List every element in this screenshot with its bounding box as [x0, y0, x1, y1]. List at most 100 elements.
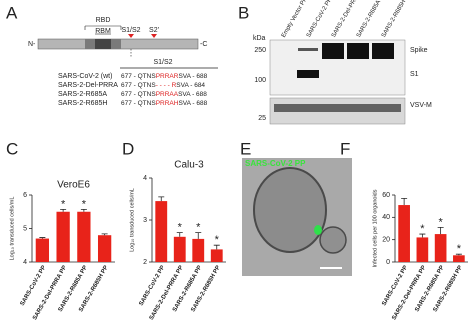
sequence-part: 677 - QTNS — [121, 100, 156, 107]
y-tick-label: 60 — [382, 192, 390, 199]
error-bar — [455, 253, 462, 256]
marker: 250 — [254, 47, 266, 54]
error-bar — [195, 232, 202, 239]
bar — [77, 211, 91, 262]
chart-title: Calu-3 — [174, 160, 204, 171]
y-axis-label: Log₁₀ transduced cells/mL — [129, 188, 135, 252]
row-sequence: 677 - QTNS- - - - RSVA - 684 — [121, 82, 205, 89]
significance: * — [82, 198, 87, 210]
rbd-bracket — [84, 25, 122, 30]
sequence-part: 677 - QTNS — [121, 73, 156, 80]
band-label: Spike — [410, 47, 428, 54]
micrograph: SARS-CoV-2 PP — [242, 158, 352, 276]
error-bar — [437, 226, 444, 235]
row-sequence: 677 - QTNSPRRARSVA - 688 — [121, 73, 208, 80]
band — [297, 70, 319, 78]
sequence-part: SVA - 688 — [178, 91, 207, 98]
infected-cell — [314, 225, 322, 235]
panel-letter: C — [6, 139, 18, 158]
arrowhead — [128, 34, 134, 38]
organoid — [253, 167, 327, 253]
arrowhead — [151, 34, 157, 38]
sequence-part: PRRAR — [156, 73, 179, 80]
sequence-part: - - - - R — [156, 82, 177, 89]
bar — [434, 234, 447, 262]
y-tick-label: 20 — [382, 237, 390, 244]
y-tick-label: 4 — [23, 259, 27, 266]
bar — [56, 211, 70, 262]
western-blot: kDa 250 100 25 Spike S1 VSV-M — [253, 35, 432, 125]
marker: 100 — [254, 77, 266, 84]
y-axis-label: Infected cells per 100 organoids — [372, 189, 378, 267]
chart-title: VeroE6 — [57, 180, 90, 191]
row-name: SARS-2-R685H — [58, 100, 107, 107]
bar — [97, 235, 112, 262]
bar — [398, 205, 410, 262]
bar — [155, 201, 168, 262]
lane-label: SARS-2-R685H PP — [381, 0, 412, 39]
band — [298, 48, 318, 51]
significance: * — [457, 243, 462, 255]
band-label: S1 — [410, 71, 419, 78]
bar — [416, 237, 429, 262]
rbm-region — [95, 39, 111, 49]
error-bar — [101, 233, 108, 236]
band-label: VSV-M — [410, 102, 432, 109]
y-tick-label: 4 — [143, 175, 147, 182]
significance: * — [61, 198, 66, 210]
schematic: N- -C RBD RBM S1/S2 S2' S1/S2 — [28, 17, 218, 69]
lane-label: Empty Vector PP — [281, 0, 309, 39]
panel-letter: A — [6, 3, 18, 22]
row-name: SARS-CoV-2 (wt) — [58, 73, 112, 80]
significance: * — [196, 222, 201, 234]
error-bar — [401, 197, 408, 206]
sequence-part: PRRAH — [156, 100, 179, 107]
band — [372, 43, 394, 59]
rbm-label: RBM — [95, 28, 111, 35]
sequence-part: SVA - 688 — [178, 100, 207, 107]
error-bar — [39, 237, 46, 239]
x-tick-label: SARS-2-Del-PRRA PP — [149, 265, 185, 322]
charts: VeroE6 Log₁₀ transduced cells/mL 4 5 6 SARS-C… — [9, 160, 468, 322]
significance: * — [438, 216, 443, 228]
sequence-part: SVA - 684 — [176, 82, 205, 89]
n-term: N- — [28, 41, 36, 48]
sequence-part: 677 - QTNS — [121, 91, 156, 98]
row-name: SARS-2-R685A — [58, 91, 107, 98]
row-sequence: 677 - QTNSPRRAHSVA - 688 — [121, 100, 208, 107]
lane-label: SARS-CoV-2 PP — [306, 0, 334, 39]
sequence-part: PRRAA — [156, 91, 179, 98]
sequence-table: SARS-CoV-2 (wt) 677 - QTNSPRRARSVA - 688S… — [58, 73, 208, 107]
panel-letter: F — [340, 139, 350, 158]
x-tick-label: SARS-2-Del-PRRA PP — [391, 265, 427, 322]
bar — [192, 238, 205, 262]
s1s2-label: S1/S2 — [121, 27, 140, 34]
bar — [173, 236, 186, 262]
bar — [453, 255, 465, 262]
band — [322, 43, 344, 59]
table-header: S1/S2 — [153, 59, 172, 66]
error-bar — [158, 196, 165, 202]
bar — [210, 249, 223, 262]
error-bar — [176, 232, 183, 237]
error-bar — [419, 233, 426, 238]
y-tick-label: 0 — [386, 259, 390, 266]
s2p-label: S2' — [149, 27, 159, 34]
marker: 25 — [258, 115, 266, 122]
rbd-label: RBD — [96, 17, 111, 24]
c-term: -C — [200, 41, 207, 48]
significance: * — [420, 223, 425, 235]
error-bar — [213, 244, 220, 250]
panel-letter: B — [238, 3, 249, 22]
band — [347, 43, 369, 59]
error-bar — [60, 209, 67, 212]
y-tick-label: 5 — [23, 225, 27, 232]
y-tick-label: 40 — [382, 214, 390, 221]
sequence-part: SVA - 688 — [178, 73, 207, 80]
significance: * — [215, 234, 220, 246]
panel-letter: E — [240, 139, 251, 158]
row-sequence: 677 - QTNSPRRAASVA - 688 — [121, 91, 207, 98]
bar — [35, 238, 50, 262]
